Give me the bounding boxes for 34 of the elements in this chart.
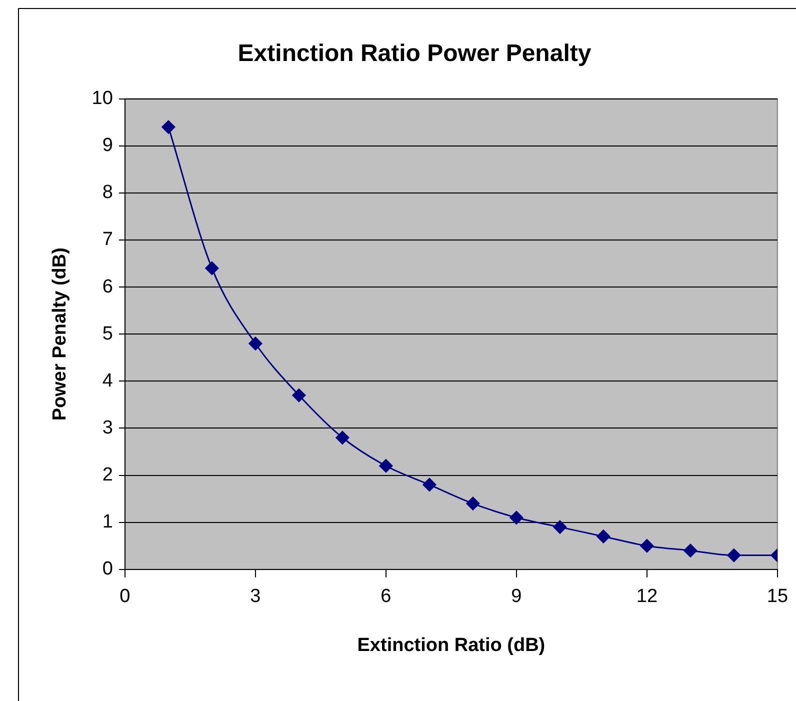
point — [336, 430, 350, 444]
y-tick-label: 8 — [102, 182, 113, 204]
y-tick-label: 2 — [102, 464, 113, 486]
point — [510, 510, 524, 524]
point — [727, 548, 741, 562]
y-tick-label: 6 — [102, 276, 113, 298]
x-tick-label: 9 — [511, 586, 522, 608]
x-tick-label: 0 — [120, 586, 130, 608]
point — [596, 530, 610, 544]
y-axis-title: Power Penalty (dB) — [50, 248, 71, 421]
point — [162, 120, 176, 134]
point — [422, 478, 436, 492]
y-tick-label: 4 — [102, 370, 114, 392]
x-tick-label: 12 — [636, 586, 658, 608]
y-tick-label: 9 — [102, 135, 113, 156]
y-tick-label: 3 — [102, 417, 113, 438]
x-axis-title: Extinction Ratio (dB) — [357, 634, 546, 656]
point — [292, 388, 306, 402]
x-tick-label: 6 — [380, 586, 392, 608]
y-tick-label: 5 — [102, 323, 113, 344]
point — [684, 544, 698, 558]
chart-title: Extinction Ratio Power Penalty — [238, 40, 592, 68]
y-tick-label: 1 — [102, 512, 113, 533]
point — [640, 539, 654, 553]
point — [466, 496, 480, 510]
y-tick-label: 0 — [102, 558, 113, 580]
x-tick-label: 3 — [250, 586, 261, 608]
point — [553, 520, 567, 534]
point — [248, 336, 262, 350]
point — [379, 459, 393, 473]
point — [205, 261, 219, 275]
x-tick-label: 15 — [766, 586, 788, 608]
y-tick-label: 10 — [92, 88, 113, 110]
y-tick-label: 7 — [102, 229, 113, 250]
